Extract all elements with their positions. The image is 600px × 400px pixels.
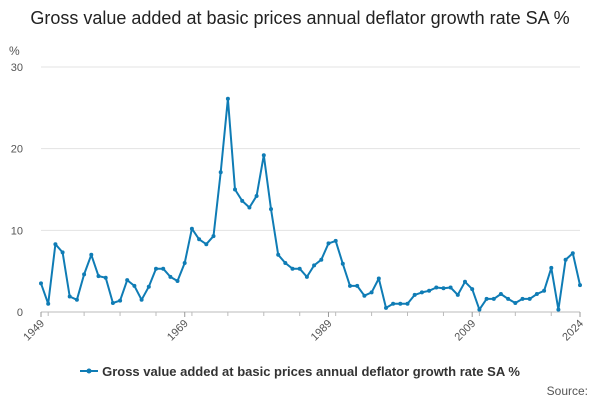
- data-point: [118, 298, 123, 303]
- data-point: [204, 242, 209, 247]
- data-point: [578, 283, 582, 288]
- data-point: [254, 194, 259, 198]
- x-tick-label: 2024: [560, 318, 586, 344]
- data-point: [110, 301, 115, 305]
- y-tick-label: 10: [11, 225, 23, 237]
- data-point: [419, 290, 424, 295]
- data-point: [333, 238, 338, 243]
- data-point: [182, 261, 187, 265]
- data-point: [297, 266, 302, 271]
- data-point: [168, 274, 173, 279]
- x-tick-label: 1969: [165, 318, 191, 344]
- data-point: [405, 301, 410, 306]
- data-point: [563, 257, 568, 262]
- data-point: [96, 274, 101, 279]
- data-point: [427, 288, 432, 293]
- data-point: [103, 275, 108, 280]
- data-point: [498, 292, 503, 296]
- data-point: [247, 205, 252, 210]
- x-tick-label: 1949: [21, 318, 47, 344]
- x-tick-label: 1989: [309, 318, 335, 344]
- data-point: [89, 252, 94, 257]
- data-point: [304, 274, 309, 279]
- series-line: [40, 97, 581, 311]
- data-point: [434, 285, 439, 290]
- y-tick-label: 20: [11, 144, 23, 156]
- data-point: [556, 307, 561, 312]
- data-point: [46, 301, 51, 306]
- data-point: [463, 279, 467, 284]
- data-point: [189, 226, 194, 231]
- data-point: [197, 237, 202, 242]
- axes: 0 10 20 30% 1949 1969 1989 2009 2024: [9, 44, 586, 343]
- data-point: [67, 294, 72, 299]
- data-point: [570, 251, 575, 256]
- data-point: [240, 198, 245, 203]
- gridlines: [41, 66, 580, 231]
- data-point: [412, 292, 417, 297]
- data-point: [355, 283, 360, 288]
- x-tick-label: 2009: [453, 318, 479, 344]
- data-point: [154, 266, 158, 271]
- data-point: [340, 261, 345, 266]
- chart-title: Gross value added at basic prices annual…: [30, 8, 570, 28]
- data-point: [491, 296, 496, 301]
- legend: Gross value added at basic prices annual…: [0, 364, 600, 379]
- data-point: [470, 287, 475, 292]
- data-point: [269, 207, 273, 212]
- data-point: [39, 281, 43, 286]
- data-point: [125, 278, 130, 283]
- data-point: [520, 296, 525, 301]
- y-tick-label: 0: [17, 307, 23, 319]
- data-point: [233, 187, 237, 192]
- data-point: [225, 96, 230, 101]
- data-point: [60, 250, 65, 255]
- data-point: [290, 266, 295, 271]
- data-point: [161, 266, 166, 271]
- data-point: [74, 297, 79, 302]
- data-point: [175, 279, 180, 283]
- data-point: [549, 265, 554, 270]
- data-point: [527, 296, 532, 301]
- data-point: [542, 288, 547, 293]
- data-point: [82, 272, 87, 277]
- data-point: [261, 153, 266, 158]
- data-point: [477, 307, 482, 312]
- data-point: [534, 292, 539, 296]
- data-point: [391, 301, 396, 306]
- series-line-layer: [40, 97, 581, 311]
- data-point: [441, 286, 446, 291]
- data-point: [376, 276, 381, 281]
- data-point: [326, 241, 331, 246]
- data-point: [384, 305, 388, 310]
- data-point: [132, 283, 137, 288]
- data-point: [506, 296, 511, 301]
- data-point: [319, 257, 324, 262]
- data-point: [53, 242, 58, 247]
- y-tick-label: 30: [11, 62, 23, 74]
- data-point: [369, 290, 374, 295]
- data-point: [513, 301, 518, 305]
- data-point: [276, 252, 281, 257]
- data-point: [211, 234, 216, 239]
- data-point: [283, 261, 288, 265]
- data-point: [455, 292, 460, 297]
- data-point: [398, 301, 403, 306]
- legend-label: Gross value added at basic prices annual…: [102, 364, 520, 379]
- data-point: [218, 170, 223, 175]
- data-point: [146, 284, 151, 289]
- data-point: [139, 297, 144, 302]
- data-point: [484, 296, 489, 301]
- source-label: Source:: [546, 384, 588, 398]
- data-point: [348, 283, 352, 288]
- y-axis-label: %: [9, 44, 20, 58]
- data-point: [362, 293, 367, 298]
- data-point: [312, 263, 317, 268]
- data-markers: [39, 96, 582, 312]
- data-point: [448, 285, 453, 290]
- legend-swatch: [80, 365, 99, 377]
